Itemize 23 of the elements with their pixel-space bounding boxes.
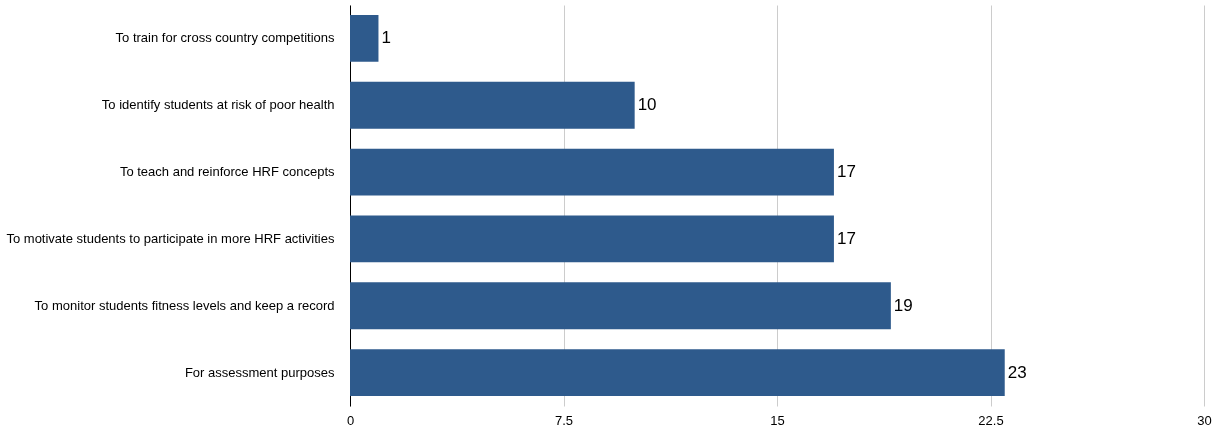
data-label: 1 (381, 28, 391, 48)
data-label: 17 (836, 162, 856, 182)
y-tick-label: To monitor students fitness levels and keep a record (34, 297, 335, 313)
x-tick-label: 22.5 (978, 412, 1004, 428)
bar (350, 215, 834, 263)
x-tick-label: 15 (770, 412, 785, 428)
bar (350, 148, 834, 196)
data-label: 23 (1007, 362, 1027, 382)
bar (350, 282, 891, 330)
bar (350, 15, 379, 62)
data-label: 10 (637, 95, 657, 115)
x-tick-label: 0 (346, 412, 355, 428)
data-label: 17 (836, 228, 856, 248)
x-tick-label: 30 (1197, 412, 1212, 428)
bar (350, 81, 635, 129)
bar (350, 349, 1005, 396)
y-tick-label: For assessment purposes (184, 364, 335, 380)
y-tick-label: To train for cross country competitions (115, 30, 335, 46)
data-label: 19 (893, 295, 913, 315)
y-tick-label: To motivate students to participate in more HRF activities (6, 230, 335, 246)
x-tick-label: 7.5 (554, 412, 574, 428)
y-tick-label: To identify students at risk of poor health (101, 97, 335, 113)
y-tick-label: To teach and reinforce HRF concepts (119, 164, 335, 180)
